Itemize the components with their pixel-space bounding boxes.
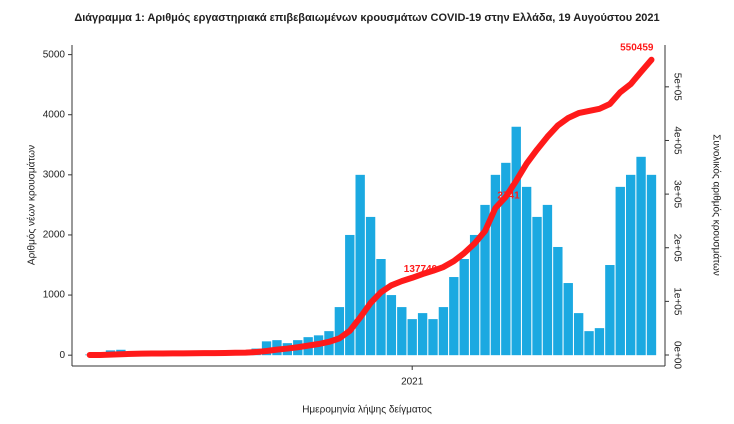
line xyxy=(86,56,655,359)
bar xyxy=(345,234,355,356)
bar xyxy=(386,295,397,356)
y-tick-label: 5000 xyxy=(43,49,66,60)
bar xyxy=(397,307,407,356)
bar xyxy=(501,162,511,356)
bar xyxy=(438,307,449,356)
bar xyxy=(428,319,438,356)
bar xyxy=(417,313,428,356)
y2-tick-label: 5e+05 xyxy=(671,73,682,102)
x-axis-label: Ημερομηνία λήψης δείγματος xyxy=(302,404,432,416)
value-label: 2741 xyxy=(497,191,520,202)
bar xyxy=(615,186,625,356)
bar xyxy=(532,216,542,356)
bar xyxy=(521,186,532,356)
y2-axis-label: Συνολικός αριθμός κρουσμάτων xyxy=(710,134,722,276)
bar xyxy=(459,259,469,356)
value-label: 137749 xyxy=(404,264,438,275)
bar xyxy=(511,126,521,356)
bar xyxy=(625,174,636,356)
bar xyxy=(407,319,417,356)
y2-tick-label: 1e+05 xyxy=(671,287,682,316)
y-tick-label: 2000 xyxy=(43,230,66,241)
y-axis-label: Αριθμός νέων κρουσμάτων xyxy=(26,145,38,265)
bar xyxy=(449,277,459,356)
y-tick-label: 4000 xyxy=(43,109,66,120)
bar xyxy=(605,265,615,356)
x-tick-label: 2021 xyxy=(401,377,424,388)
value-label: 550459 xyxy=(620,42,654,53)
bar xyxy=(490,174,501,356)
bar xyxy=(469,234,480,356)
y-tick-label: 1000 xyxy=(43,290,66,301)
bar xyxy=(376,259,386,356)
bar xyxy=(594,328,605,356)
bar xyxy=(584,331,594,356)
bar xyxy=(636,156,646,356)
bar xyxy=(542,204,553,356)
bar xyxy=(355,174,365,356)
bar xyxy=(334,307,345,356)
y-tick-label: 0 xyxy=(59,350,65,361)
bar xyxy=(573,313,584,356)
y2-tick-label: 0e+00 xyxy=(671,341,682,370)
bar xyxy=(365,216,376,356)
chart-title: Διάγραμμα 1: Αριθμός εργαστηριακά επιβεβ… xyxy=(74,12,659,24)
y2-tick-label: 2e+05 xyxy=(671,234,682,263)
bar xyxy=(646,174,657,356)
y2-tick-label: 3e+05 xyxy=(671,180,682,209)
y2-tick-label: 4e+05 xyxy=(671,126,682,155)
bar xyxy=(480,204,490,356)
bar xyxy=(563,283,573,356)
bar xyxy=(553,246,563,356)
y-tick-label: 3000 xyxy=(43,169,66,180)
